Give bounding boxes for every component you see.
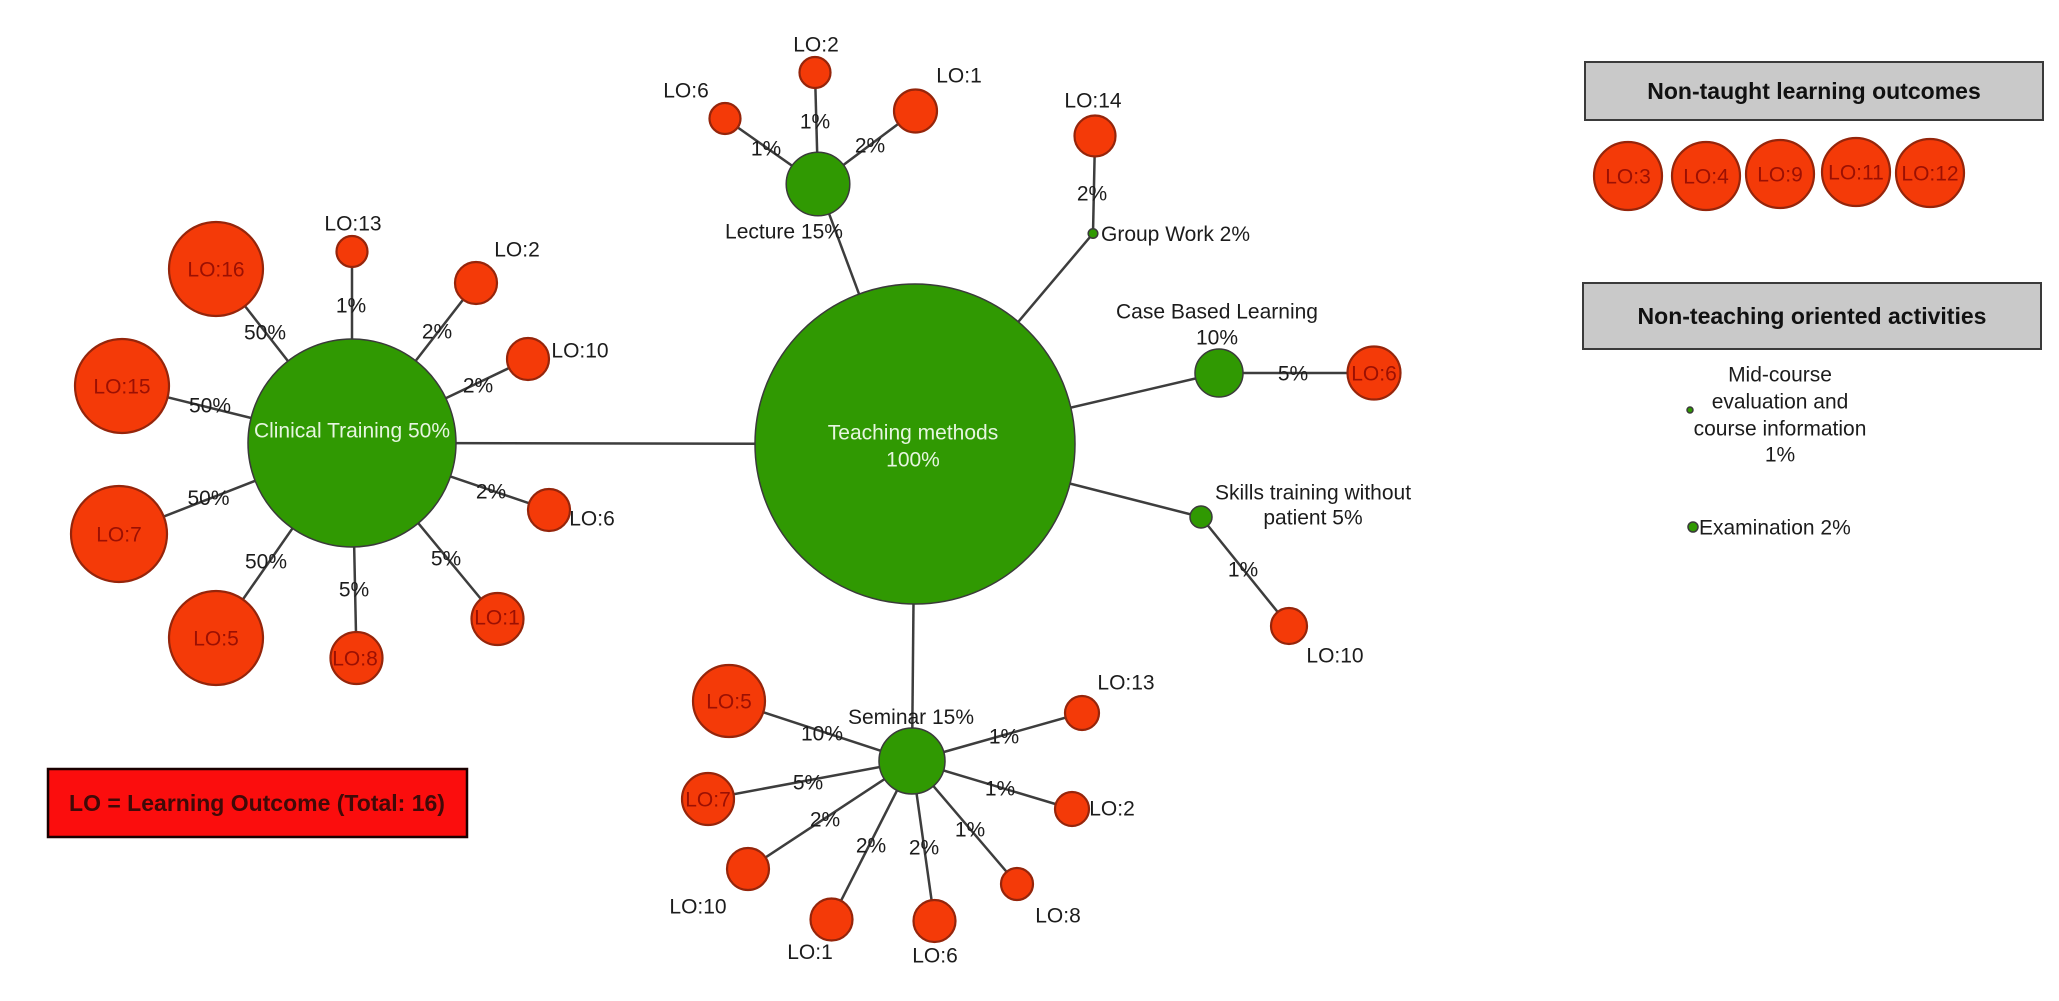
svg-text:5%: 5% [1278, 363, 1308, 386]
svg-text:LO:10: LO:10 [1306, 645, 1363, 668]
svg-text:1%: 1% [800, 111, 830, 134]
svg-text:Non-taught learning outcomes: Non-taught learning outcomes [1647, 78, 1981, 104]
svg-text:course information: course information [1694, 418, 1867, 441]
svg-text:Examination 2%: Examination 2% [1699, 517, 1851, 540]
svg-text:LO:9: LO:9 [1757, 164, 1803, 187]
svg-text:Seminar 15%: Seminar 15% [848, 706, 974, 729]
svg-text:Case Based Learning: Case Based Learning [1116, 301, 1318, 324]
svg-text:LO:8: LO:8 [1035, 905, 1081, 928]
svg-text:LO:13: LO:13 [324, 213, 381, 236]
svg-text:50%: 50% [244, 322, 286, 345]
svg-text:Lecture 15%: Lecture 15% [725, 221, 843, 244]
svg-text:LO:1: LO:1 [936, 65, 982, 88]
svg-text:evaluation and: evaluation and [1712, 391, 1849, 414]
svg-text:LO:14: LO:14 [1064, 90, 1122, 113]
svg-text:LO:6: LO:6 [663, 80, 709, 103]
svg-text:LO:2: LO:2 [793, 34, 839, 57]
svg-text:Group Work 2%: Group Work 2% [1101, 223, 1250, 246]
svg-text:LO:11: LO:11 [1828, 162, 1884, 185]
svg-text:LO:2: LO:2 [494, 239, 540, 262]
svg-text:1%: 1% [989, 726, 1019, 749]
svg-text:2%: 2% [1077, 183, 1107, 206]
svg-text:LO:8: LO:8 [332, 648, 378, 671]
svg-text:LO:1: LO:1 [787, 941, 833, 964]
svg-text:1%: 1% [955, 819, 985, 842]
svg-text:LO:10: LO:10 [551, 340, 608, 363]
svg-text:Mid-course: Mid-course [1728, 364, 1832, 387]
svg-text:1%: 1% [985, 778, 1015, 801]
svg-text:LO:10: LO:10 [669, 896, 726, 919]
svg-text:LO:13: LO:13 [1097, 672, 1154, 695]
svg-text:LO:12: LO:12 [1901, 163, 1958, 186]
svg-text:LO:4: LO:4 [1683, 166, 1729, 189]
svg-text:50%: 50% [245, 551, 287, 574]
svg-text:2%: 2% [856, 835, 886, 858]
svg-text:LO:5: LO:5 [193, 628, 239, 651]
svg-text:10%: 10% [801, 723, 843, 746]
svg-text:LO:2: LO:2 [1089, 798, 1135, 821]
svg-text:1%: 1% [751, 138, 781, 161]
svg-text:2%: 2% [810, 809, 840, 832]
svg-text:5%: 5% [339, 579, 369, 602]
svg-text:50%: 50% [187, 487, 229, 510]
svg-text:LO:3: LO:3 [1605, 166, 1651, 189]
svg-text:50%: 50% [189, 395, 231, 418]
svg-text:LO:16: LO:16 [187, 259, 244, 282]
svg-text:2%: 2% [476, 481, 506, 504]
svg-text:LO:6: LO:6 [569, 508, 615, 531]
svg-text:LO:1: LO:1 [474, 607, 520, 630]
svg-text:LO:6: LO:6 [912, 945, 958, 968]
svg-text:patient 5%: patient 5% [1263, 507, 1362, 530]
svg-text:LO:7: LO:7 [685, 789, 731, 812]
svg-text:10%: 10% [1196, 327, 1238, 350]
svg-text:LO:7: LO:7 [96, 524, 142, 547]
svg-text:5%: 5% [793, 772, 823, 795]
svg-text:2%: 2% [463, 375, 493, 398]
svg-text:LO:6: LO:6 [1351, 363, 1397, 386]
svg-text:Teaching methods: Teaching methods [828, 422, 998, 445]
svg-text:1%: 1% [1765, 444, 1795, 467]
svg-text:5%: 5% [431, 548, 461, 571]
svg-text:LO:5: LO:5 [706, 691, 752, 714]
svg-text:Clinical Training 50%: Clinical Training 50% [254, 420, 450, 443]
svg-text:Non-teaching oriented activiti: Non-teaching oriented activities [1638, 303, 1987, 329]
svg-text:1%: 1% [1228, 559, 1258, 582]
svg-text:Skills training without: Skills training without [1215, 482, 1411, 505]
svg-text:2%: 2% [855, 135, 885, 158]
svg-text:LO:15: LO:15 [93, 376, 150, 399]
svg-text:2%: 2% [909, 837, 939, 860]
svg-text:2%: 2% [422, 321, 452, 344]
svg-text:1%: 1% [336, 295, 366, 318]
svg-text:LO = Learning Outcome (Total:: LO = Learning Outcome (Total: 16) [69, 790, 445, 816]
svg-text:100%: 100% [886, 449, 940, 472]
